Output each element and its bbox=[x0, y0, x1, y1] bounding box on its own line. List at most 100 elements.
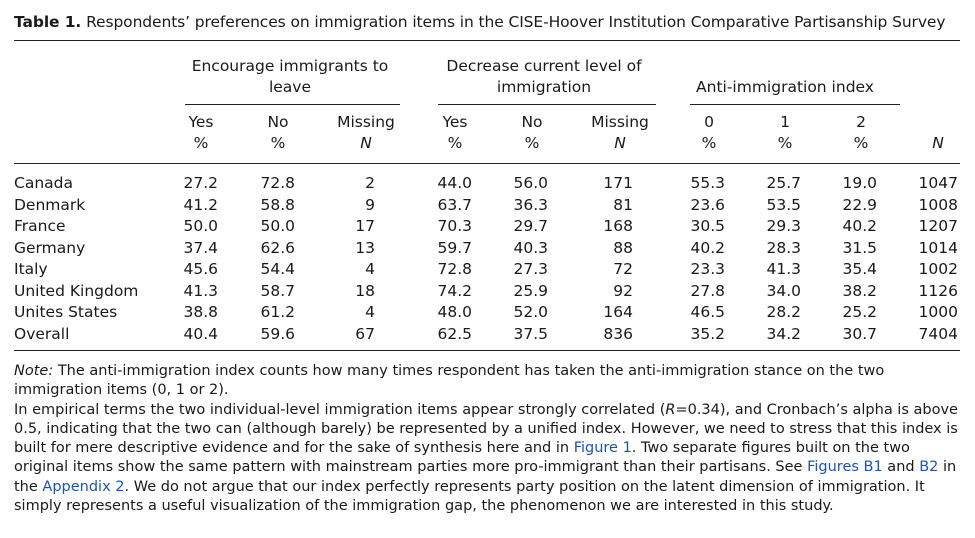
table-cell: 25.7 bbox=[766, 174, 801, 192]
table-cell: 54.4 bbox=[260, 260, 295, 278]
table-cell: 62.6 bbox=[260, 238, 295, 257]
explanation-text: in the bbox=[14, 459, 957, 495]
table-cell: 40.4 bbox=[183, 324, 218, 343]
table-cell: 28.3 bbox=[766, 238, 801, 257]
table-cell: 45.6 bbox=[183, 260, 218, 278]
table-cell: 52.0 bbox=[513, 303, 548, 321]
table-cell: 18 bbox=[355, 281, 375, 300]
table-cell: 1002 bbox=[918, 260, 958, 278]
table-cell: 67 bbox=[355, 324, 375, 343]
group-header-line: Decrease current level of bbox=[446, 57, 642, 75]
explanation-text: . Two separate figures built on the two … bbox=[14, 440, 910, 476]
explanation-paragraph: In empirical terms the two individual-le… bbox=[14, 401, 962, 517]
column-header-unit: N bbox=[360, 134, 372, 152]
column-header-unit: % bbox=[270, 134, 286, 152]
table-cell: 31.5 bbox=[842, 238, 877, 257]
table-cell: 23.6 bbox=[690, 195, 725, 214]
table-cell: 25.2 bbox=[842, 303, 877, 321]
table-cell: 19.0 bbox=[842, 174, 877, 192]
table-cell: 27.3 bbox=[513, 260, 548, 278]
table-cell: 72.8 bbox=[437, 260, 472, 278]
table-cell: 81 bbox=[613, 195, 633, 214]
link-appendix-2[interactable]: Appendix 2 bbox=[42, 478, 125, 495]
group-header-line: Encourage immigrants to bbox=[191, 57, 389, 75]
group-rule-decrease bbox=[438, 104, 656, 105]
table-cell: 29.3 bbox=[766, 217, 801, 235]
group-header-line: Anti-immigration index bbox=[696, 78, 874, 96]
table-cell: 34.0 bbox=[766, 281, 801, 300]
table-cell: 61.2 bbox=[260, 303, 295, 321]
table-cell: 50.0 bbox=[183, 217, 218, 235]
table-label: Table 1. bbox=[14, 13, 82, 31]
table-cell: 2 bbox=[365, 174, 375, 192]
table-cell: 1008 bbox=[918, 195, 958, 214]
column-header-unit: N bbox=[614, 134, 626, 152]
table-cell: 46.5 bbox=[690, 303, 725, 321]
table-cell: 164 bbox=[603, 303, 633, 321]
group-header-decrease-immigration: Decrease current level of immigration bbox=[434, 56, 654, 98]
row-country: France bbox=[14, 217, 66, 235]
table-notes: Note: The anti-immigration index counts … bbox=[14, 362, 962, 516]
table-cell: 23.3 bbox=[690, 260, 725, 278]
table-cell: 74.2 bbox=[437, 281, 472, 300]
explanation-text: =0.34), and Cronbach’s alpha is above 0.… bbox=[14, 401, 958, 457]
link-figure-b1[interactable]: Figures B1 bbox=[807, 459, 883, 476]
column-header-top: Yes bbox=[188, 113, 214, 131]
table-cell: 72.8 bbox=[260, 174, 295, 192]
table-cell: 58.7 bbox=[260, 281, 295, 300]
table-cell: 38.2 bbox=[842, 281, 877, 300]
table-cell: 50.0 bbox=[260, 217, 295, 235]
group-header-anti-immigration-index: Anti-immigration index bbox=[680, 77, 890, 98]
group-header-encourage-leave: Encourage immigrants to leave bbox=[180, 56, 400, 98]
column-header-top: Yes bbox=[442, 113, 468, 131]
table-cell: 40.2 bbox=[690, 238, 725, 257]
table-cell: 22.9 bbox=[842, 195, 877, 214]
table-title: Respondents’ preferences on immigration … bbox=[86, 13, 946, 31]
column-header-top: 1 bbox=[780, 113, 790, 131]
column-header-unit: % bbox=[193, 134, 209, 152]
table-cell: 72 bbox=[613, 260, 633, 278]
table-cell: 63.7 bbox=[437, 195, 472, 214]
table-cell: 59.7 bbox=[437, 238, 472, 257]
column-header-unit: % bbox=[447, 134, 463, 152]
table-cell: 35.4 bbox=[842, 260, 877, 278]
table-cell: 36.3 bbox=[513, 195, 548, 214]
link-figure-1[interactable]: Figure 1 bbox=[573, 440, 632, 457]
group-header-line: leave bbox=[268, 78, 312, 96]
column-header-top: 2 bbox=[856, 113, 866, 131]
table-cell: 1126 bbox=[918, 281, 958, 300]
table-cell: 92 bbox=[613, 281, 633, 300]
group-rule-encourage bbox=[185, 104, 400, 105]
explanation-text: . We do not argue that our index perfect… bbox=[14, 478, 925, 515]
table-cell: 37.4 bbox=[183, 238, 218, 257]
row-country: Italy bbox=[14, 260, 48, 278]
explanation-text: and bbox=[882, 459, 920, 476]
table-cell: 41.2 bbox=[183, 195, 218, 214]
top-rule bbox=[14, 40, 960, 41]
column-header-top: No bbox=[267, 113, 289, 131]
note-label: Note: bbox=[14, 363, 54, 379]
table-cell: 836 bbox=[603, 324, 633, 343]
group-rule-index bbox=[690, 104, 900, 105]
table-cell: 17 bbox=[355, 217, 375, 235]
header-rule bbox=[14, 163, 960, 164]
table-cell: 41.3 bbox=[183, 281, 218, 300]
table-cell: 53.5 bbox=[766, 195, 801, 214]
table-cell: 28.2 bbox=[766, 303, 801, 321]
table-cell: 56.0 bbox=[513, 174, 548, 192]
table-cell: 88 bbox=[613, 238, 633, 257]
column-header-unit: % bbox=[777, 134, 793, 152]
table-cell: 1047 bbox=[918, 174, 958, 192]
table-cell: 1207 bbox=[918, 217, 958, 235]
row-country: Unites States bbox=[14, 303, 118, 321]
table-cell: 40.2 bbox=[842, 217, 877, 235]
column-header-top: Missing bbox=[337, 113, 395, 131]
row-country: Canada bbox=[14, 174, 73, 192]
table-cell: 59.6 bbox=[260, 324, 295, 343]
table-cell: 48.0 bbox=[437, 303, 472, 321]
table-cell: 37.5 bbox=[513, 324, 548, 343]
table-cell: 41.3 bbox=[766, 260, 801, 278]
link-figure-b2[interactable]: B2 bbox=[919, 459, 939, 476]
table-cell: 13 bbox=[355, 238, 375, 257]
explanation-text: In empirical terms the two individual-le… bbox=[14, 401, 666, 418]
